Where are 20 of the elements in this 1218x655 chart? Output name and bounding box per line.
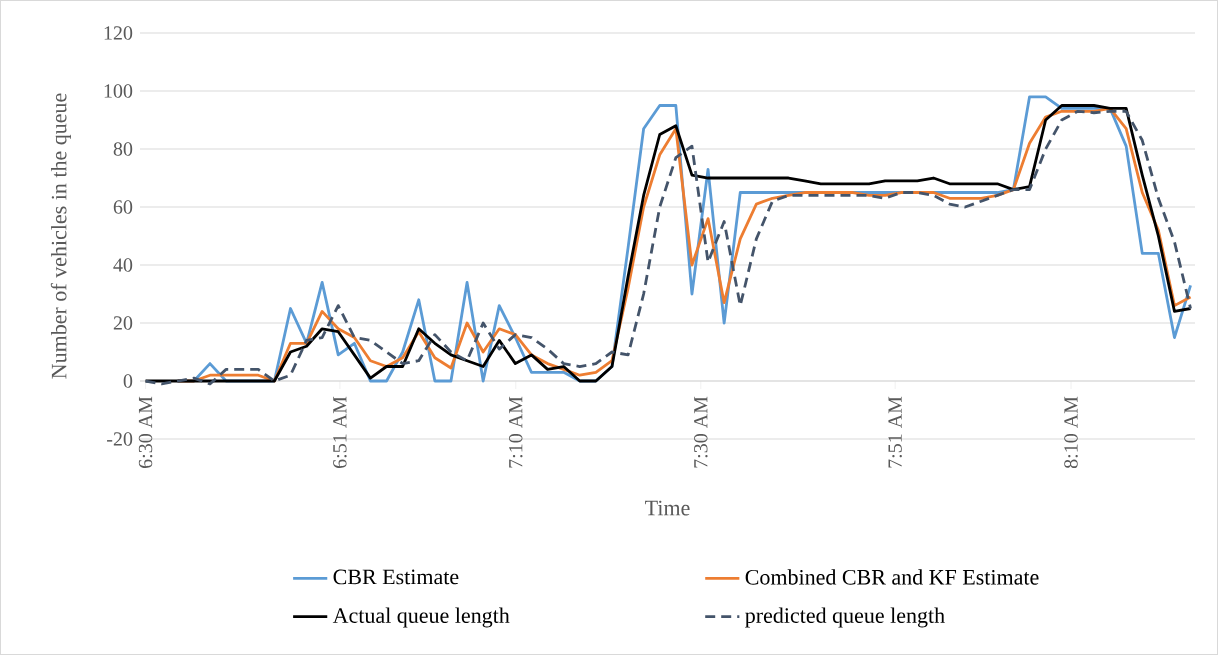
y-tick-label: 0 — [123, 374, 133, 388]
legend-label: Combined CBR and KF Estimate — [745, 569, 1039, 585]
y-tick-label: -20 — [107, 432, 133, 446]
x-tick-label: 7:51 AM — [888, 396, 902, 468]
y-tick-label: 100 — [104, 84, 133, 98]
legend-label: predicted queue length — [745, 607, 945, 628]
y-tick-label: 80 — [113, 142, 133, 156]
y-tick-label: 60 — [113, 200, 133, 214]
legend-label: Actual queue length — [332, 607, 510, 628]
x-tick-label: 7:30 AM — [694, 396, 708, 468]
x-axis-title: Time — [645, 500, 690, 516]
x-tick-label: 8:10 AM — [1064, 396, 1078, 469]
y-tick-label: 40 — [113, 258, 133, 272]
x-tick-label: 6:51 AM — [333, 396, 347, 469]
x-tick-label: 7:10 AM — [508, 396, 523, 468]
x-tick-label: 6:30 AM — [138, 396, 153, 469]
y-tick-label: 20 — [113, 316, 133, 330]
y-tick-label: 120 — [104, 26, 133, 40]
y-axis-title: Number of vehicles in the queue — [50, 93, 71, 379]
legend-label: CBR Estimate — [333, 569, 459, 585]
